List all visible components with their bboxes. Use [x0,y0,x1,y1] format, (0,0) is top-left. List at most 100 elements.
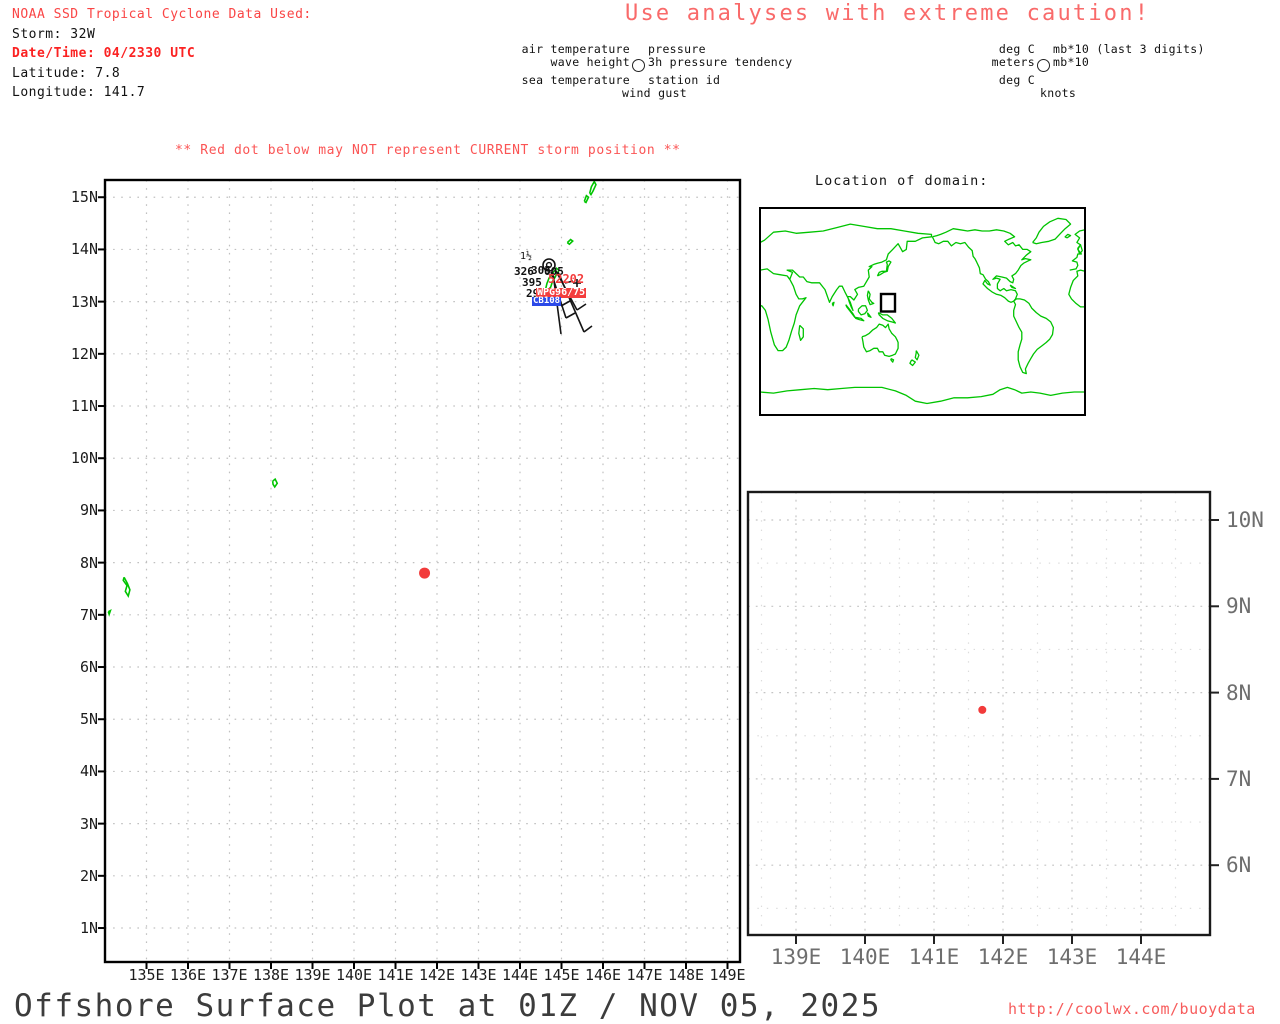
zoom-y-tick-label: 10N [1226,508,1264,532]
zoom-x-tick-label: 139E [770,945,822,969]
wind-barb [576,303,587,311]
y-tick-label: 4N [79,762,98,781]
station-report-text: WPG96/75 [536,287,587,298]
station-report-text: 395 [522,276,542,289]
x-tick-label: 145E [543,966,580,984]
units-deg-c-sea: deg C [998,73,1035,87]
latitude-line: Latitude: 7.8 [12,65,121,81]
units-meters: meters [991,54,1035,69]
world-coastline [1068,269,1086,308]
x-tick-label: 135E [128,966,165,984]
world-coastline [866,312,872,318]
legend-wave-height: wave height [550,54,630,69]
world-coastline [909,359,916,367]
zoom-x-tick-label: 141E [908,945,960,969]
world-coastline [798,324,804,341]
units-legend: deg C mb*10 (last 3 digits) meters mb*10… [890,43,1280,99]
legend-air-temp: air temperature [521,42,630,56]
x-tick-label: 143E [460,966,497,984]
island-coastline [107,609,112,617]
caution-banner: Use analyses with extreme caution! [625,1,1151,26]
wind-barb [557,271,585,333]
x-tick-label: 142E [418,966,456,984]
y-tick-label: 13N [70,292,98,311]
main-map-frame [103,178,742,964]
x-tick-label: 144E [501,966,539,984]
station-report-text: 29 [526,287,540,300]
x-tick-label: 149E [709,966,746,984]
zoom-y-tick-label: 6N [1226,853,1252,878]
island-coastline [583,194,590,204]
wind-barb [560,300,571,307]
x-tick-label: 137E [211,966,248,984]
world-inset-title: Location of domain: [815,173,989,189]
station-circle-icon [545,261,553,269]
units-mb10: mb*10 [1053,54,1090,69]
world-coastline [931,228,1032,303]
zoom-y-tick-label: 7N [1226,766,1252,791]
world-coastline [877,312,897,324]
station-report-text: 52202 [548,272,585,286]
zoom-x-tick-label: 140E [839,945,891,969]
units-knots: knots [1040,85,1077,100]
y-tick-label: 8N [79,553,98,572]
y-tick-label: 2N [79,866,98,885]
y-tick-label: 11N [70,397,98,416]
x-tick-label: 146E [584,966,622,984]
world-coastline [831,301,835,307]
world-coastline [1009,284,1017,290]
island-coastline [566,238,574,246]
data-source-line: NOAA SSD Tropical Cyclone Data Used: [12,7,312,22]
world-coastline [866,290,875,306]
wind-barb [564,280,574,284]
domain-rect [879,292,897,313]
world-coastline [759,223,933,312]
station-report-text: 326 [514,265,534,278]
x-tick-label: 140E [335,966,373,984]
zoom-y-tick-label: 8N [1226,680,1252,705]
datetime-line: Date/Time: 04/2330 UTC [12,46,196,61]
station-circle-icon [632,58,645,72]
station-report-text: CB108 [532,296,562,306]
storm-position-warning: ** Red dot below may NOT represent CURRE… [175,143,681,158]
island-coastline [122,576,131,599]
station-report-text: 305 [531,264,551,277]
world-inset-frame [759,207,1086,416]
legend-sea-temp: sea temperature [521,73,630,87]
wind-barb [583,325,593,333]
x-tick-label: 139E [294,966,331,984]
y-tick-label: 7N [79,605,98,624]
x-tick-label: 138E [252,966,290,984]
station-circle-icon [1037,58,1050,72]
world-coastline [1032,217,1072,245]
world-coastline [1069,229,1086,271]
island-coastline [588,179,597,197]
y-tick-label: 15N [70,188,98,207]
source-url-link[interactable]: http://coolwx.com/buoydata [1008,1000,1256,1018]
x-tick-label: 148E [667,966,705,984]
world-coastline [1013,298,1055,375]
world-coastline [861,323,899,358]
zoom-inset-frame [746,490,1212,937]
storm-position-dot [978,705,987,714]
storm-id-line: Storm: 32W [12,26,96,42]
station-circle-icon [542,258,556,272]
zoom-x-tick-label: 142E [977,945,1029,969]
world-coastline [845,304,865,322]
units-deg-c-air: deg C [998,42,1035,56]
wind-barb [565,312,576,319]
world-coastline [890,358,895,363]
legend-pressure: pressure [648,42,706,56]
world-coastline [759,386,1085,405]
storm-position-dot [419,567,431,579]
station-report-text: 1½ [520,251,533,262]
y-tick-label: 14N [70,240,98,259]
y-tick-label: 12N [70,344,98,363]
y-tick-label: 1N [79,919,98,938]
x-tick-label: 136E [169,966,207,984]
legend-3h-tendency: 3h pressure tendency [648,54,793,69]
y-tick-label: 3N [79,814,98,833]
world-coastline [876,260,892,277]
